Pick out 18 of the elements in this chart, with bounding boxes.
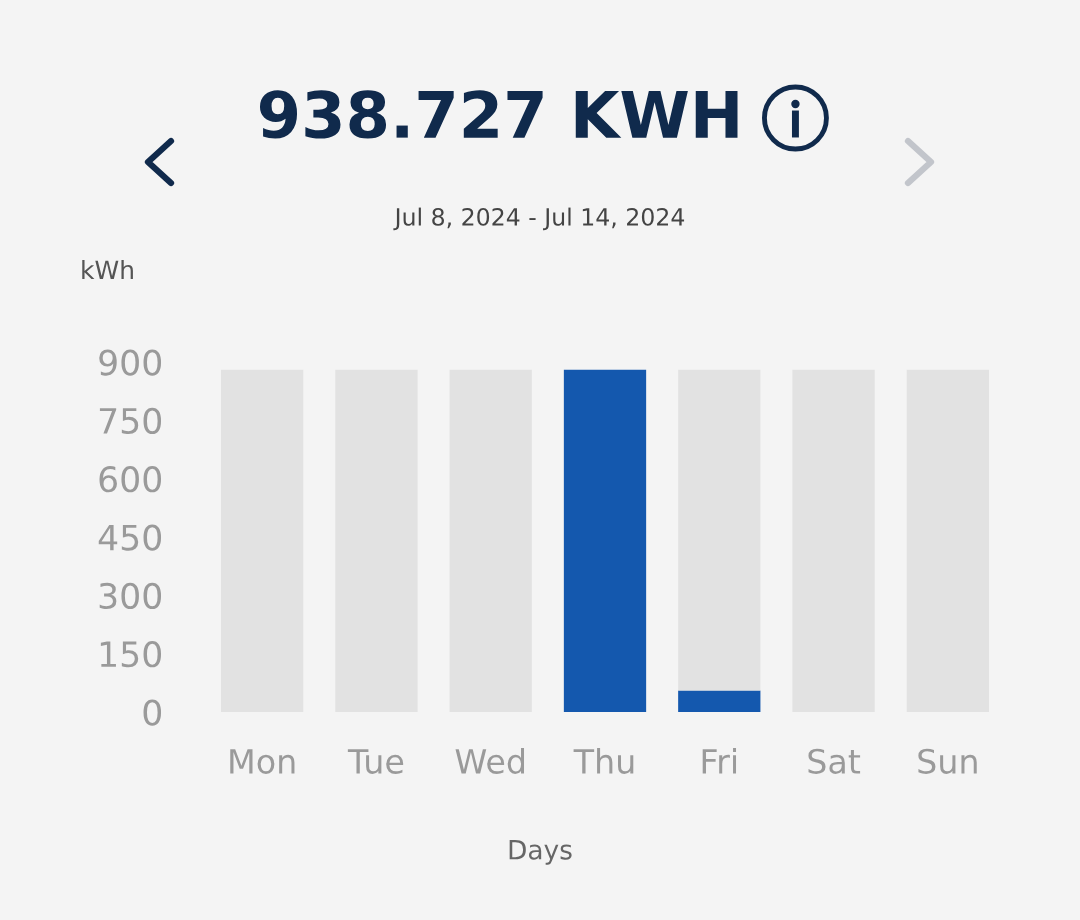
y-tick-label: 0 [143, 699, 162, 726]
x-axis-title: Days [509, 840, 572, 865]
y-tick-label: 750 [99, 407, 162, 435]
y-tick-label: 150 [100, 641, 162, 668]
y-tick-label: 300 [99, 582, 162, 610]
chart-title: 938.727 KWH [259, 90, 738, 139]
x-tick-label: Sun [918, 748, 977, 774]
y-axis-title: kWh [82, 259, 133, 279]
y-tick-label: 450 [98, 524, 162, 551]
x-tick-label: Fri [702, 748, 737, 774]
x-tick-label: Sat [808, 748, 861, 774]
x-tick-label: Wed [455, 748, 525, 774]
x-tick-label: Thu [573, 748, 634, 774]
y-tick-label: 600 [99, 466, 162, 493]
x-tick-label: Mon [230, 749, 295, 774]
y-tick-label: 900 [99, 349, 162, 376]
chart-subtitle: Jul 8, 2024 - Jul 14, 2024 [393, 207, 685, 231]
x-tick-label: Tue [347, 749, 404, 774]
